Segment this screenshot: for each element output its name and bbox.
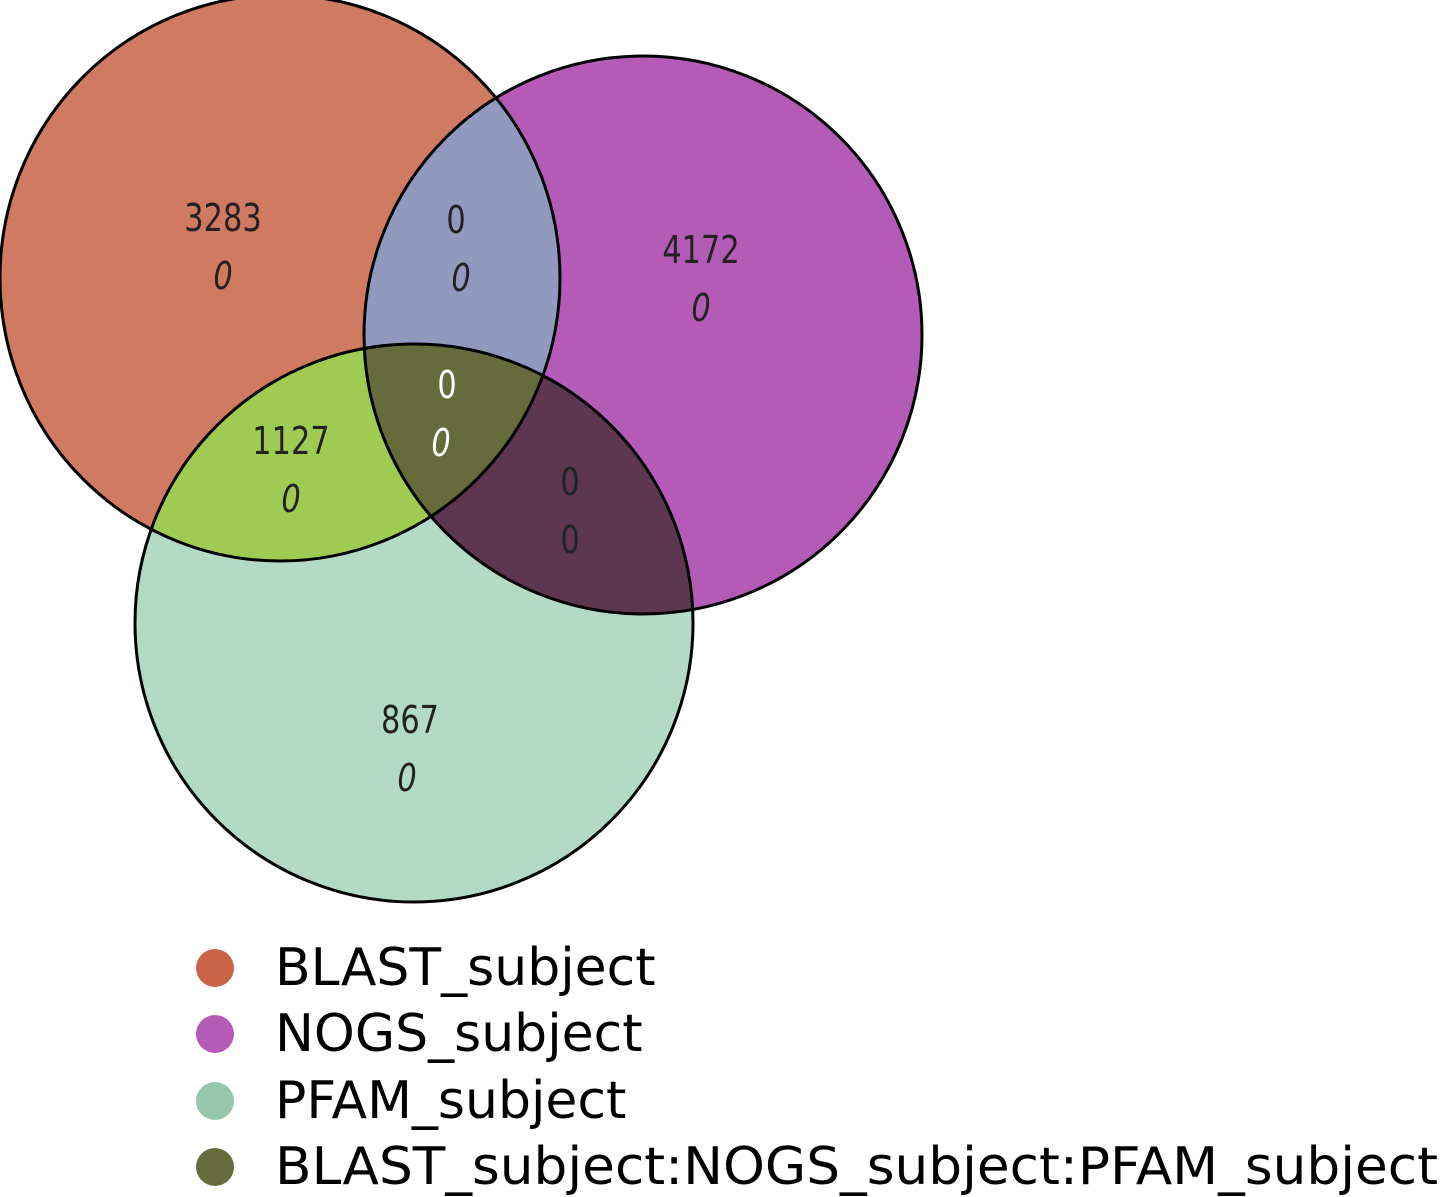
subcount-nogs-pfam: 0 xyxy=(560,519,579,563)
labels-blast-pfam: 1127 0 xyxy=(252,420,329,522)
labels-blast-only: 3283 0 xyxy=(184,197,261,299)
count-nogs-pfam: 0 xyxy=(560,461,579,505)
labels-nogs-pfam: 0 0 xyxy=(560,461,579,563)
outline-nogs xyxy=(362,54,924,616)
count-blast-nogs: 0 xyxy=(446,199,465,243)
legend-label-nogs: NOGS_subject xyxy=(275,1004,643,1064)
outline-blast xyxy=(0,0,562,563)
labels-pfam-only: 867 0 xyxy=(381,699,439,801)
region-nogs-pfam xyxy=(364,344,693,614)
legend-swatch-pfam xyxy=(196,1082,234,1120)
count-blast-only: 3283 xyxy=(184,197,261,241)
count-blast-pfam: 1127 xyxy=(252,420,329,464)
subcount-blast-only: 0 xyxy=(213,255,232,299)
count-pfam-only: 867 xyxy=(381,699,439,743)
labels-blast-nogs: 0 0 xyxy=(446,199,470,301)
legend: BLAST_subject NOGS_subject PFAM_subject … xyxy=(196,938,1438,1197)
count-nogs-only: 4172 xyxy=(662,229,739,273)
outline-pfam xyxy=(133,342,695,904)
subcount-nogs-only: 0 xyxy=(691,287,710,331)
legend-swatch-blast xyxy=(196,949,234,987)
subcount-blast-nogs: 0 xyxy=(451,257,470,301)
legend-swatch-nogs xyxy=(196,1015,234,1053)
legend-label-all-three: BLAST_subject:NOGS_subject:PFAM_subject xyxy=(275,1137,1438,1197)
legend-item-nogs: NOGS_subject xyxy=(196,1004,643,1064)
subcount-pfam-only: 0 xyxy=(397,757,416,801)
legend-item-all-three: BLAST_subject:NOGS_subject:PFAM_subject xyxy=(196,1137,1438,1197)
subcount-blast-pfam: 0 xyxy=(281,478,300,522)
subcount-all-three: 0 xyxy=(431,422,450,466)
labels-nogs-only: 4172 0 xyxy=(662,229,739,331)
legend-swatch-all-three xyxy=(196,1148,234,1186)
labels-all-three: 0 0 xyxy=(431,364,456,466)
legend-item-pfam: PFAM_subject xyxy=(196,1071,626,1131)
count-all-three: 0 xyxy=(437,364,456,408)
legend-item-blast: BLAST_subject xyxy=(196,938,656,998)
legend-label-blast: BLAST_subject xyxy=(275,938,656,998)
legend-label-pfam: PFAM_subject xyxy=(275,1071,626,1131)
